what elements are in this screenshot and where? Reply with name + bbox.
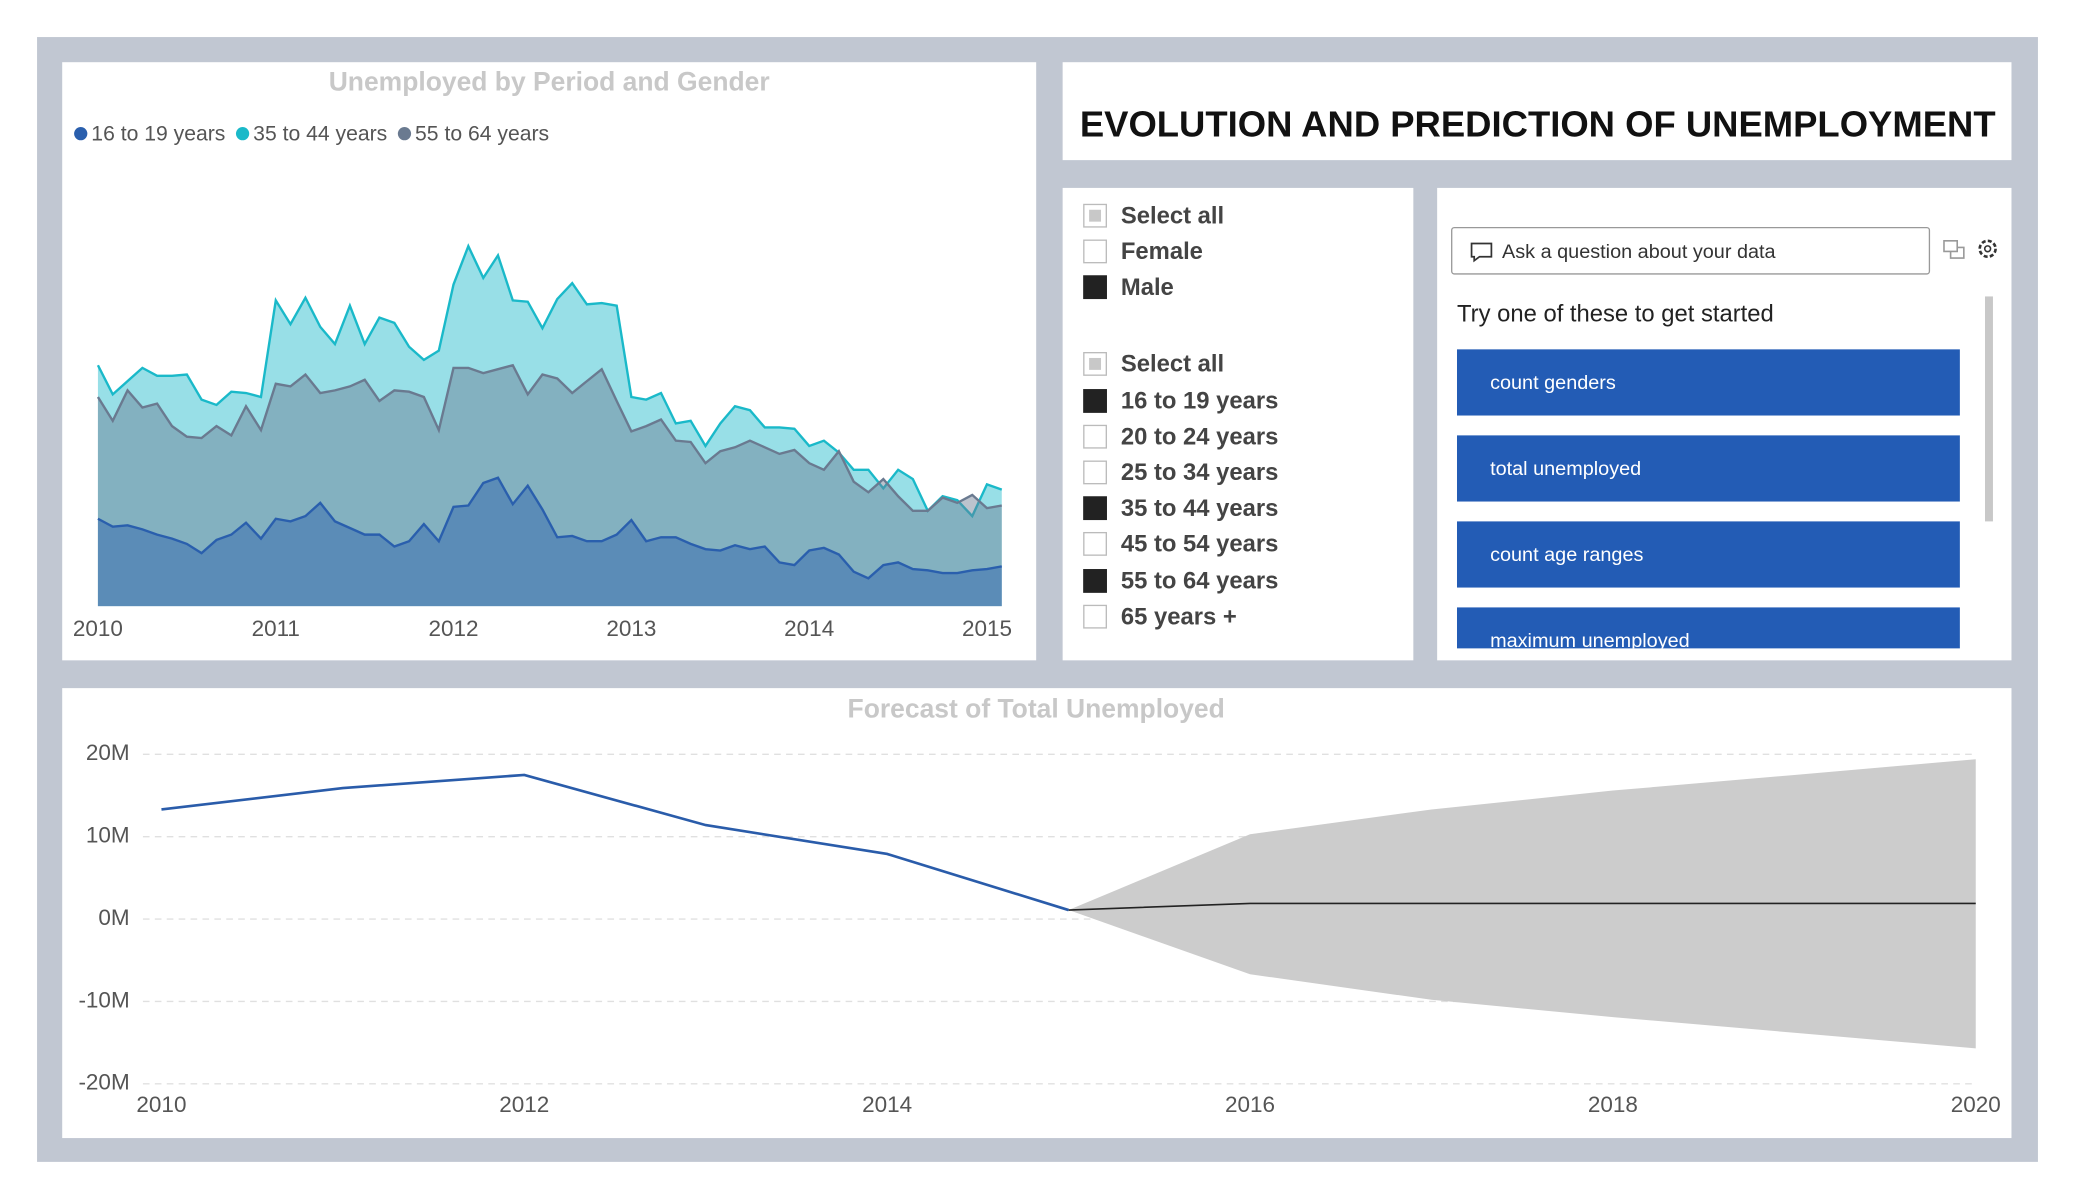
checkbox-mixed [1089,209,1102,222]
slicer-item[interactable]: 45 to 54 years [1121,531,1279,558]
checkbox[interactable] [1083,569,1107,593]
qa-input[interactable] [1451,226,1931,275]
legend-marker [74,127,88,141]
x-tick-label: 2012 [499,1092,549,1117]
checkbox[interactable] [1083,424,1107,449]
line [1068,902,1976,911]
scrollbar[interactable] [1985,296,1993,522]
checkbox[interactable] [1083,389,1107,413]
qa-placeholder: Ask a question about your data [1502,241,1777,263]
slicer-panel [1062,187,1414,661]
suggestion-button[interactable] [1456,521,1960,588]
suggestion-label: total unemployed [1490,458,1641,480]
area-line [96,363,1002,512]
y-tick-label: -20M [78,1070,129,1095]
suggestion-button[interactable] [1456,349,1960,416]
slicer-item[interactable]: Select all [1121,351,1224,378]
suggestion-label: maximum unemployed [1490,630,1690,652]
x-tick-label: 2020 [1951,1092,2001,1117]
slicer-item[interactable]: 55 to 64 years [1121,568,1279,595]
x-tick-label: 2014 [784,616,834,641]
dashboard-title: EVOLUTION AND PREDICTION OF UNEMPLOYMENT [1080,104,1996,144]
x-tick-label: 2012 [429,616,479,641]
slicer-item[interactable]: 35 to 44 years [1121,495,1279,522]
slicer-item[interactable]: Female [1121,238,1203,265]
settings-icon-center [1983,245,1992,253]
y-tick-label: 0M [98,905,129,930]
x-tick-label: 2014 [862,1092,912,1117]
checkbox[interactable] [1083,275,1107,300]
area [97,365,1002,607]
x-tick-label: 2015 [962,616,1012,641]
slicer-item[interactable]: 65 years + [1121,603,1237,630]
x-tick-label: 2016 [1225,1092,1275,1117]
area [97,477,1002,607]
slicer-item[interactable]: 25 to 34 years [1121,459,1279,486]
x-tick-label: 2010 [73,616,123,641]
slicer-item[interactable]: Select all [1121,202,1224,229]
y-tick-label: 20M [86,740,130,765]
checkbox[interactable] [1083,460,1107,485]
chart-title: Forecast of Total Unemployed [848,694,1225,724]
x-tick-label: 2018 [1588,1092,1638,1117]
suggestion-label: count age ranges [1490,544,1643,566]
checkbox[interactable] [1083,604,1107,629]
y-tick-label: 10M [86,823,130,848]
swap-icon[interactable] [1943,240,1965,259]
title-panel [1062,62,2012,161]
chart-title: Unemployed by Period and Gender [329,66,770,96]
checkbox-mixed [1089,357,1102,370]
checkbox[interactable] [1083,531,1107,556]
slicer-item[interactable]: 16 to 19 years [1121,388,1279,415]
legend-marker [235,127,250,141]
qa-prompt: Try one of these to get started [1457,300,1774,327]
suggestions: count genders total unemployed count age r… [1456,349,1960,673]
slicer-item[interactable]: 20 to 24 years [1121,423,1279,450]
legend-marker [397,127,412,141]
line [161,773,1069,912]
x-tick-label: 2013 [606,616,656,641]
y-tick-label: -10M [78,987,129,1012]
legend-label: 55 to 64 years [415,123,549,146]
x-tick-label: 2010 [136,1092,186,1117]
checkbox[interactable] [1083,496,1107,521]
suggestion-label: count genders [1490,372,1616,394]
legend-label: 16 to 19 years [91,123,225,146]
chat-icon [1470,242,1493,263]
legend-label: 35 to 44 years [253,123,387,146]
checkbox[interactable] [1083,239,1107,264]
area-line [97,476,1002,580]
slicer-item[interactable]: Male [1121,274,1174,301]
area-line [96,243,1003,519]
area [97,246,1002,607]
area-panel [62,62,1037,661]
suggestion-button[interactable] [1456,435,1960,502]
settings-icon[interactable] [1978,239,1997,259]
x-tick-label: 2011 [252,616,300,641]
suggestion-button[interactable] [1456,607,1960,673]
